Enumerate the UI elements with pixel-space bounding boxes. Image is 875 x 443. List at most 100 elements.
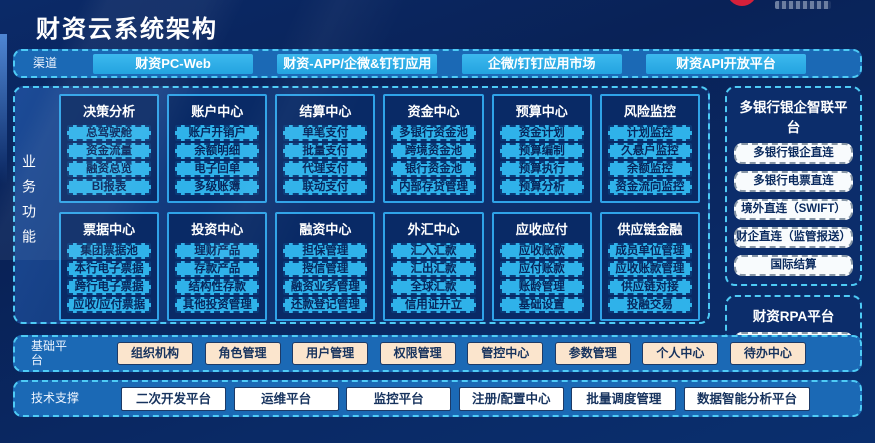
page-header: 财资云系统架构 [0, 0, 875, 46]
base-platform-row: 组织机构 角色管理 用户管理 权限管理 管控中心 参数管理 个人中心 待办中心 [77, 342, 846, 365]
module-item-button[interactable]: 担保管理 [283, 243, 368, 259]
module-item-button[interactable]: 集团票据池 [67, 243, 152, 259]
module-item-button[interactable]: 存款产品 [175, 261, 260, 277]
module-box: 投资中心 理财产品 存款产品 结构性存款 其他投资管理 [167, 212, 268, 321]
module-item-button[interactable]: 跨行电子票据 [67, 279, 152, 295]
module-item-button[interactable]: 本行电子票据 [67, 261, 152, 277]
module-item-button[interactable]: 信用证开立 [391, 297, 476, 313]
module-item-button[interactable]: 批量支付 [283, 143, 368, 159]
module-title: 预算中心 [515, 104, 568, 119]
channels-label: 渠道 [33, 55, 58, 70]
module-item-button[interactable]: 资金流向监控 [607, 179, 692, 195]
rpa-platform-title: 财资RPA平台 [752, 309, 835, 324]
module-item-button[interactable]: 内部存贷管理 [391, 179, 476, 195]
module-item-button[interactable]: 跨境资金池 [391, 143, 476, 159]
module-item-button[interactable]: 汇出汇款 [391, 261, 476, 277]
module-item-button[interactable]: 银行资金池 [391, 161, 476, 177]
module-item-button[interactable]: 全球汇款 [391, 279, 476, 295]
platform-item-button[interactable]: 待办中心 [729, 342, 806, 365]
module-item-button[interactable]: 还款登记管理 [283, 297, 368, 313]
tech-support-label: 技术支撑 [31, 390, 80, 405]
module-item-button[interactable]: 授信管理 [283, 261, 368, 277]
tech-item-button[interactable]: 数据智能分析平台 [683, 386, 810, 411]
module-title: 外汇中心 [407, 222, 460, 237]
module-item-button[interactable]: 总驾驶舱 [67, 125, 152, 141]
module-item-button[interactable]: 账户开销户 [175, 125, 260, 141]
channel-button[interactable]: 财资PC-Web [93, 53, 253, 74]
module-item-button[interactable]: 多级账簿 [175, 179, 260, 195]
module-item-button[interactable]: 账龄管理 [499, 279, 584, 295]
module-item-button[interactable]: 预算执行 [499, 161, 584, 177]
module-item-button[interactable]: 融资总览 [67, 161, 152, 177]
module-title: 账户中心 [191, 104, 244, 119]
channel-button[interactable]: 财资API开放平台 [645, 53, 806, 74]
channels-row: 财资PC-Web 财资-APP/企微&钉钉应用 企微/钉钉应用市场 财资API开… [65, 53, 846, 74]
module-item-button[interactable]: 成员单位管理 [607, 243, 692, 259]
module-item-button[interactable]: 结构性存款 [175, 279, 260, 295]
module-item-button[interactable]: 应收账款 [499, 243, 584, 259]
module-title: 决策分析 [83, 104, 136, 119]
module-item-button[interactable]: 供应链对接 [607, 279, 692, 295]
bank-link-platform-panel: 多银行银企智联平台 多银行银企直连 多银行电票直连 境外直连（SWIFT） 财企… [725, 86, 862, 286]
channel-button[interactable]: 企微/钉钉应用市场 [461, 53, 622, 74]
company-logo-icon [727, 0, 847, 14]
module-box: 票据中心 集团票据池 本行电子票据 跨行电子票据 应收/应付票据 [59, 212, 160, 321]
module-item-button[interactable]: BI报表 [67, 179, 152, 195]
tech-item-button[interactable]: 二次开发平台 [121, 386, 226, 411]
bank-link-item-button[interactable]: 境外直连（SWIFT） [734, 199, 853, 220]
module-item-button[interactable]: 久悬户监控 [607, 143, 692, 159]
page-title: 财资云系统架构 [36, 16, 218, 43]
module-title: 资金中心 [407, 104, 460, 119]
module-title: 应收应付 [515, 222, 568, 237]
module-item-button[interactable]: 应收/应付票据 [67, 297, 152, 313]
module-item-button[interactable]: 预算编制 [499, 143, 584, 159]
platform-item-button[interactable]: 参数管理 [554, 342, 631, 365]
platform-item-button[interactable]: 用户管理 [292, 342, 369, 365]
tech-support-row: 二次开发平台 运维平台 监控平台 注册/配置中心 批量调度管理 数据智能分析平台 [89, 386, 846, 411]
module-item-button[interactable]: 联动支付 [283, 179, 368, 195]
module-item-button[interactable]: 投融交易 [607, 297, 692, 313]
module-item-button[interactable]: 资金流量 [67, 143, 152, 159]
channel-button[interactable]: 财资-APP/企微&钉钉应用 [277, 53, 438, 74]
logo-text-smudge [775, 1, 831, 9]
bank-link-item-button[interactable]: 财企直连（监管报送） [734, 227, 853, 248]
base-platform-bar: 基础平台 组织机构 角色管理 用户管理 权限管理 管控中心 参数管理 个人中心 … [13, 335, 862, 372]
bank-link-item-button[interactable]: 多银行电票直连 [734, 171, 853, 192]
module-item-button[interactable]: 应收账款管理 [607, 261, 692, 277]
module-item-button[interactable]: 预算分析 [499, 179, 584, 195]
bank-link-item-button[interactable]: 国际结算 [734, 255, 853, 276]
module-item-button[interactable]: 余额监控 [607, 161, 692, 177]
module-item-button[interactable]: 代理支付 [283, 161, 368, 177]
platform-item-button[interactable]: 角色管理 [204, 342, 281, 365]
bank-link-item-button[interactable]: 多银行银企直连 [734, 143, 853, 164]
module-box: 外汇中心 汇入汇款 汇出汇款 全球汇款 信用证开立 [383, 212, 484, 321]
module-item-button[interactable]: 融资业务管理 [283, 279, 368, 295]
module-item-button[interactable]: 基础设置 [499, 297, 584, 313]
module-box: 决策分析 总驾驶舱 资金流量 融资总览 BI报表 [59, 94, 160, 203]
module-title: 风险监控 [623, 104, 676, 119]
platform-item-button[interactable]: 管控中心 [467, 342, 544, 365]
tech-item-button[interactable]: 批量调度管理 [571, 386, 677, 411]
modules-grid: 决策分析 总驾驶舱 资金流量 融资总览 BI报表 账户中心 账户开销户 余额明细… [59, 94, 700, 321]
bank-link-platform-title: 多银行银企智联平台 [739, 100, 848, 135]
platform-item-button[interactable]: 个人中心 [642, 342, 719, 365]
module-box: 风险监控 计划监控 久悬户监控 余额监控 资金流向监控 [599, 94, 700, 203]
module-box: 结算中心 单笔支付 批量支付 代理支付 联动支付 [275, 94, 376, 203]
module-item-button[interactable]: 计划监控 [607, 125, 692, 141]
module-item-button[interactable]: 汇入汇款 [391, 243, 476, 259]
platform-item-button[interactable]: 权限管理 [379, 342, 456, 365]
module-title: 结算中心 [299, 104, 352, 119]
module-item-button[interactable]: 电子回单 [175, 161, 260, 177]
module-item-button[interactable]: 单笔支付 [283, 125, 368, 141]
module-item-button[interactable]: 资金计划 [499, 125, 584, 141]
main-area: 业务功能 决策分析 总驾驶舱 资金流量 融资总览 BI报表 账户中心 账户开销户… [13, 86, 862, 363]
tech-item-button[interactable]: 注册/配置中心 [458, 386, 564, 411]
tech-item-button[interactable]: 运维平台 [233, 386, 339, 411]
module-item-button[interactable]: 余额明细 [175, 143, 260, 159]
module-item-button[interactable]: 理财产品 [175, 243, 260, 259]
module-item-button[interactable]: 多银行资金池 [391, 125, 476, 141]
platform-item-button[interactable]: 组织机构 [117, 342, 193, 365]
module-item-button[interactable]: 应付账款 [499, 261, 584, 277]
module-item-button[interactable]: 其他投资管理 [175, 297, 260, 313]
tech-item-button[interactable]: 监控平台 [346, 386, 452, 411]
